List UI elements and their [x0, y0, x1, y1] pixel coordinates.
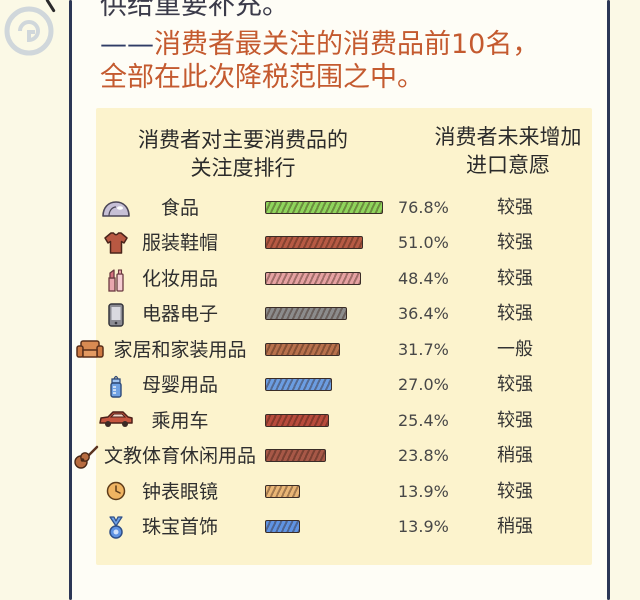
value-label: 25.4% — [398, 410, 449, 430]
category-label: 家居和家装用品 — [113, 338, 247, 361]
import-willingness-header-line-1: 消费者未来增加 — [434, 125, 582, 149]
bar — [265, 236, 364, 250]
phone-icon — [106, 302, 126, 328]
value-label: 48.4% — [398, 268, 449, 288]
bar — [265, 378, 333, 392]
chart-row: 家居和家装用品 31.7% 一般 — [0, 335, 640, 365]
import-willingness-label: 稍强 — [497, 445, 533, 467]
chart-row: 乘用车 25.4% 较强 — [0, 406, 640, 436]
bar — [265, 271, 361, 285]
category-cell: 钟表眼镜 — [100, 480, 260, 504]
import-willingness-label: 较强 — [497, 374, 533, 396]
category-label: 文教体育休闲用品 — [103, 445, 256, 468]
guitar-icon — [74, 444, 100, 470]
bar — [265, 307, 347, 321]
category-cell: 服装鞋帽 — [100, 231, 260, 255]
intro-line-1: 供给重要补充。 — [100, 0, 289, 21]
shirt-icon — [103, 231, 129, 255]
frame-right-border — [607, 0, 610, 600]
category-cell: 文教体育休闲用品 — [100, 444, 260, 468]
bar — [265, 484, 300, 498]
chart-row: 服装鞋帽 51.0% 较强 — [0, 228, 640, 258]
intro-line-2-text: 消费者最关注的消费品前10名， — [154, 29, 540, 60]
clock-icon — [105, 480, 127, 502]
value-label: 76.8% — [398, 198, 449, 217]
category-cell: 电器电子 — [100, 302, 260, 326]
category-cell: 家居和家装用品 — [100, 338, 260, 362]
category-label: 食品 — [160, 197, 199, 219]
category-label: 电器电子 — [141, 303, 218, 326]
intro-dash: —— — [100, 29, 154, 60]
category-label: 服装鞋帽 — [141, 232, 218, 255]
category-label: 母婴用品 — [141, 374, 218, 397]
value-label: 51.0% — [398, 233, 449, 253]
bar — [265, 342, 340, 356]
bar — [265, 449, 327, 463]
value-label: 13.9% — [398, 517, 449, 537]
chart-title: 消费者对主要消费品的 关注度排行 — [132, 126, 354, 182]
chart-title-line-1: 消费者对主要消费品的 — [138, 128, 348, 152]
pendant-icon — [106, 515, 126, 541]
value-label: 31.7% — [398, 339, 449, 359]
bar — [265, 520, 300, 534]
watermark-logo — [2, 4, 56, 62]
cosmetics-icon — [107, 267, 125, 293]
bread-icon — [101, 196, 131, 220]
chart-row: 珠宝首饰 13.9% 稍强 — [0, 512, 640, 542]
category-cell: 化妆用品 — [100, 267, 260, 291]
import-willingness-label: 稍强 — [497, 516, 533, 538]
import-willingness-label: 较强 — [497, 409, 533, 431]
chart-row: 电器电子 36.4% 较强 — [0, 299, 640, 329]
bar — [265, 201, 383, 214]
value-label: 27.0% — [398, 375, 449, 395]
category-label: 珠宝首饰 — [141, 516, 218, 539]
intro-line-3: 全部在此次降税范围之中。 — [100, 62, 424, 93]
frame-left-border — [69, 0, 72, 600]
car-icon — [98, 409, 134, 429]
import-willingness-label: 较强 — [497, 232, 533, 254]
chart-row: 食品 76.8% 较强 — [0, 193, 640, 223]
value-label: 36.4% — [398, 304, 449, 324]
category-cell: 母婴用品 — [100, 373, 260, 397]
import-willingness-label: 较强 — [497, 303, 533, 325]
chart-row: 文教体育休闲用品 23.8% 稍强 — [0, 441, 640, 471]
baby-bottle-icon — [108, 373, 124, 399]
import-willingness-header-line-2: 进口意愿 — [466, 153, 550, 177]
chart-row: 化妆用品 48.4% 较强 — [0, 264, 640, 294]
chart-title-line-2: 关注度排行 — [190, 156, 296, 180]
sofa-icon — [75, 338, 105, 360]
import-willingness-label: 较强 — [497, 197, 533, 218]
chart-row: 母婴用品 27.0% 较强 — [0, 370, 640, 400]
chart-panel — [96, 108, 592, 565]
import-willingness-header: 消费者未来增加 进口意愿 — [428, 123, 588, 179]
value-label: 13.9% — [398, 481, 449, 501]
category-label: 钟表眼镜 — [141, 480, 218, 503]
bar — [265, 413, 330, 427]
category-label: 化妆用品 — [141, 267, 218, 290]
category-label: 乘用车 — [151, 409, 209, 432]
intro-line-2: ——消费者最关注的消费品前10名， — [100, 29, 539, 61]
chart-row: 钟表眼镜 13.9% 较强 — [0, 477, 640, 507]
category-cell: 食品 — [100, 196, 260, 220]
import-willingness-label: 一般 — [497, 338, 533, 360]
category-cell: 珠宝首饰 — [100, 515, 260, 539]
category-cell: 乘用车 — [100, 409, 260, 433]
value-label: 23.8% — [398, 446, 449, 466]
import-willingness-label: 较强 — [497, 480, 533, 502]
import-willingness-label: 较强 — [497, 267, 533, 289]
